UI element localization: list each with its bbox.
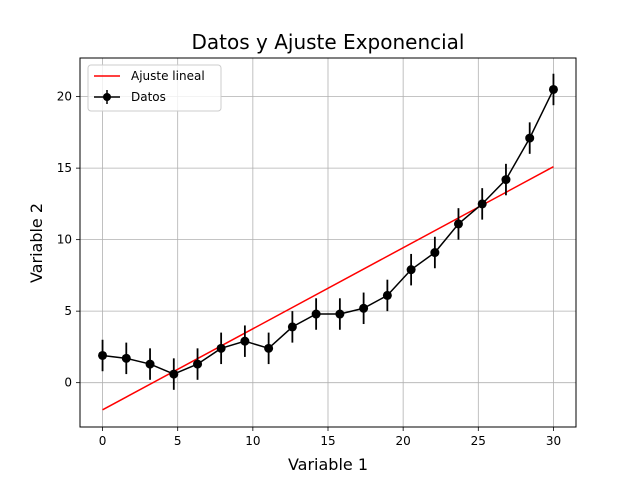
data-point	[359, 303, 369, 313]
legend-label-datos: Datos	[131, 90, 166, 104]
plot-series	[98, 73, 558, 411]
plot-frame	[79, 57, 577, 428]
data-point	[264, 343, 274, 353]
data-point	[477, 199, 487, 209]
x-tick-label: 10	[245, 434, 260, 448]
axis-ticks: 0 5 10 15 20 25 30 0 5 10 15 20	[57, 90, 561, 448]
data-point	[382, 290, 392, 300]
y-tick-label: 15	[57, 161, 72, 175]
data-point	[501, 175, 511, 185]
data-point	[169, 369, 179, 379]
data-point	[121, 353, 131, 363]
x-tick-label: 25	[471, 434, 486, 448]
x-tick-label: 20	[396, 434, 411, 448]
data-point	[287, 322, 297, 332]
data-point	[525, 133, 535, 143]
data-point	[240, 336, 250, 346]
x-axis-label: Variable 1	[288, 455, 368, 474]
data-point	[406, 265, 416, 275]
data-point	[216, 343, 226, 353]
legend-marker-datos	[103, 93, 111, 101]
y-tick-label: 5	[64, 304, 72, 318]
data-point	[548, 84, 558, 94]
x-tick-label: 30	[546, 434, 561, 448]
data-point	[335, 309, 345, 319]
data-point	[193, 359, 203, 369]
y-tick-label: 0	[64, 376, 72, 390]
x-tick-label: 0	[99, 434, 107, 448]
data-point	[311, 309, 321, 319]
data-point	[98, 350, 108, 360]
grid	[80, 58, 576, 427]
y-tick-label: 20	[57, 90, 72, 104]
x-tick-label: 15	[320, 434, 335, 448]
y-axis-label: Variable 2	[27, 203, 46, 283]
x-tick-label: 5	[174, 434, 182, 448]
data-point	[453, 219, 463, 229]
chart-title: Datos y Ajuste Exponencial	[192, 30, 465, 54]
data-point	[145, 359, 155, 369]
data-point	[430, 248, 440, 258]
legend-label-ajuste-lineal: Ajuste lineal	[131, 69, 205, 83]
legend: Ajuste lineal Datos	[87, 64, 222, 112]
y-tick-label: 10	[57, 233, 72, 247]
legend-box	[87, 64, 222, 112]
